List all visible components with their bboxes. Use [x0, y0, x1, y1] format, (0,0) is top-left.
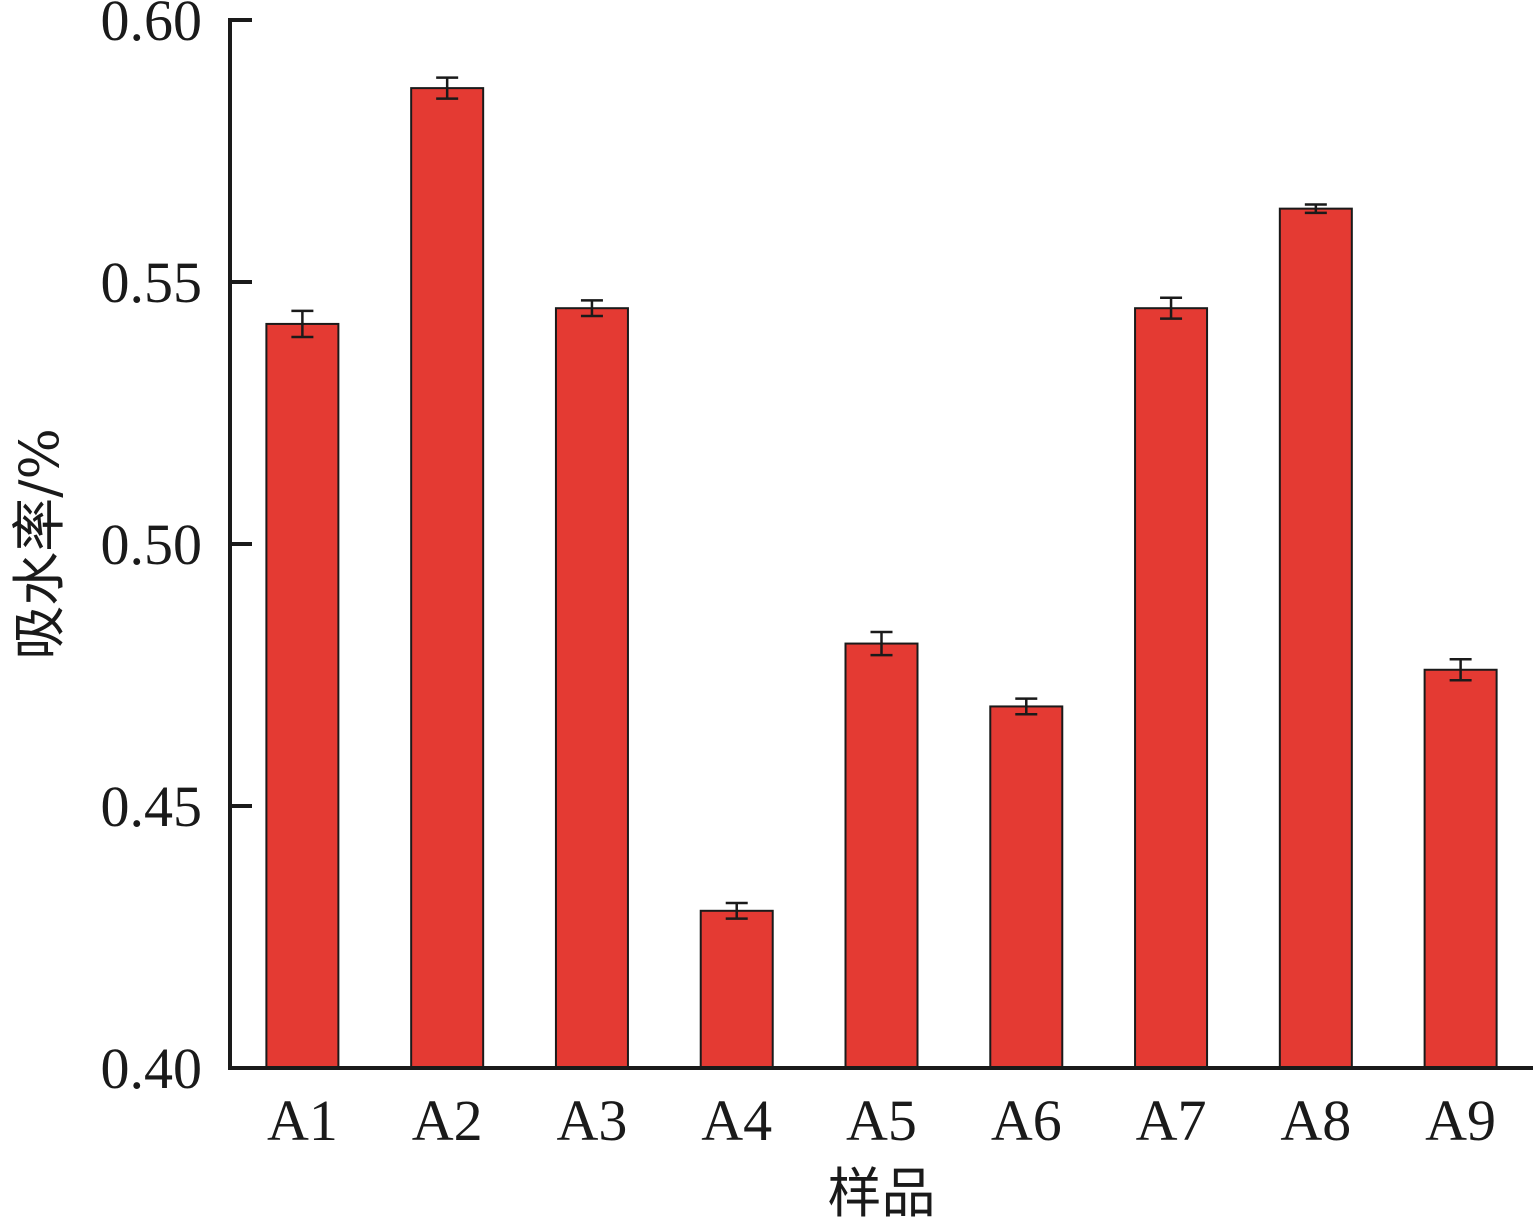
x-tick-labels: A1 A2 A3 A4 A5 A6 A7 A8 A9 — [267, 1088, 1496, 1153]
bar-A9 — [1423, 668, 1498, 1069]
x-tick-label-A5: A5 — [846, 1088, 917, 1153]
error-bar-A9 — [1449, 658, 1472, 682]
x-tick-label-A1: A1 — [267, 1088, 338, 1153]
x-tick-label-A7: A7 — [1136, 1088, 1207, 1153]
bar-A1 — [265, 322, 340, 1070]
y-tick-label: 0.40 — [101, 1036, 203, 1101]
error-bar-A7 — [1160, 296, 1183, 320]
bar-A8 — [1278, 207, 1353, 1069]
x-tick-label-A3: A3 — [556, 1088, 627, 1153]
y-tick-label: 0.50 — [101, 512, 203, 577]
y-tick-label: 0.55 — [101, 250, 203, 315]
x-tick-label-A4: A4 — [701, 1088, 772, 1153]
bar-A6 — [989, 705, 1064, 1069]
x-tick-label-A2: A2 — [412, 1088, 483, 1153]
x-tick-label-A6: A6 — [991, 1088, 1062, 1153]
bars-layer — [265, 87, 1498, 1070]
error-bar-A6 — [1015, 697, 1038, 716]
error-bar-A1 — [291, 309, 314, 339]
error-bars-layer — [291, 76, 1472, 920]
x-tick-label-A8: A8 — [1280, 1088, 1351, 1153]
y-tick-label: 0.60 — [101, 0, 203, 53]
y-tick-label: 0.45 — [101, 774, 203, 839]
error-bar-A8 — [1304, 203, 1327, 215]
bar-A7 — [1134, 307, 1209, 1069]
y-axis-title: 吸水率/% — [8, 428, 71, 660]
error-bar-A3 — [580, 299, 603, 318]
error-bar-A5 — [870, 630, 893, 657]
y-ticks: 0.40 0.45 0.50 0.55 0.60 — [101, 0, 252, 1101]
x-tick-label-A9: A9 — [1425, 1088, 1496, 1153]
bar-A4 — [699, 909, 774, 1069]
bar-A5 — [844, 642, 919, 1069]
error-bar-A4 — [725, 901, 748, 920]
bar-A2 — [410, 87, 485, 1070]
x-axis-title: 样品 — [828, 1162, 936, 1223]
bar-A3 — [554, 307, 629, 1069]
error-bar-A2 — [436, 76, 459, 100]
